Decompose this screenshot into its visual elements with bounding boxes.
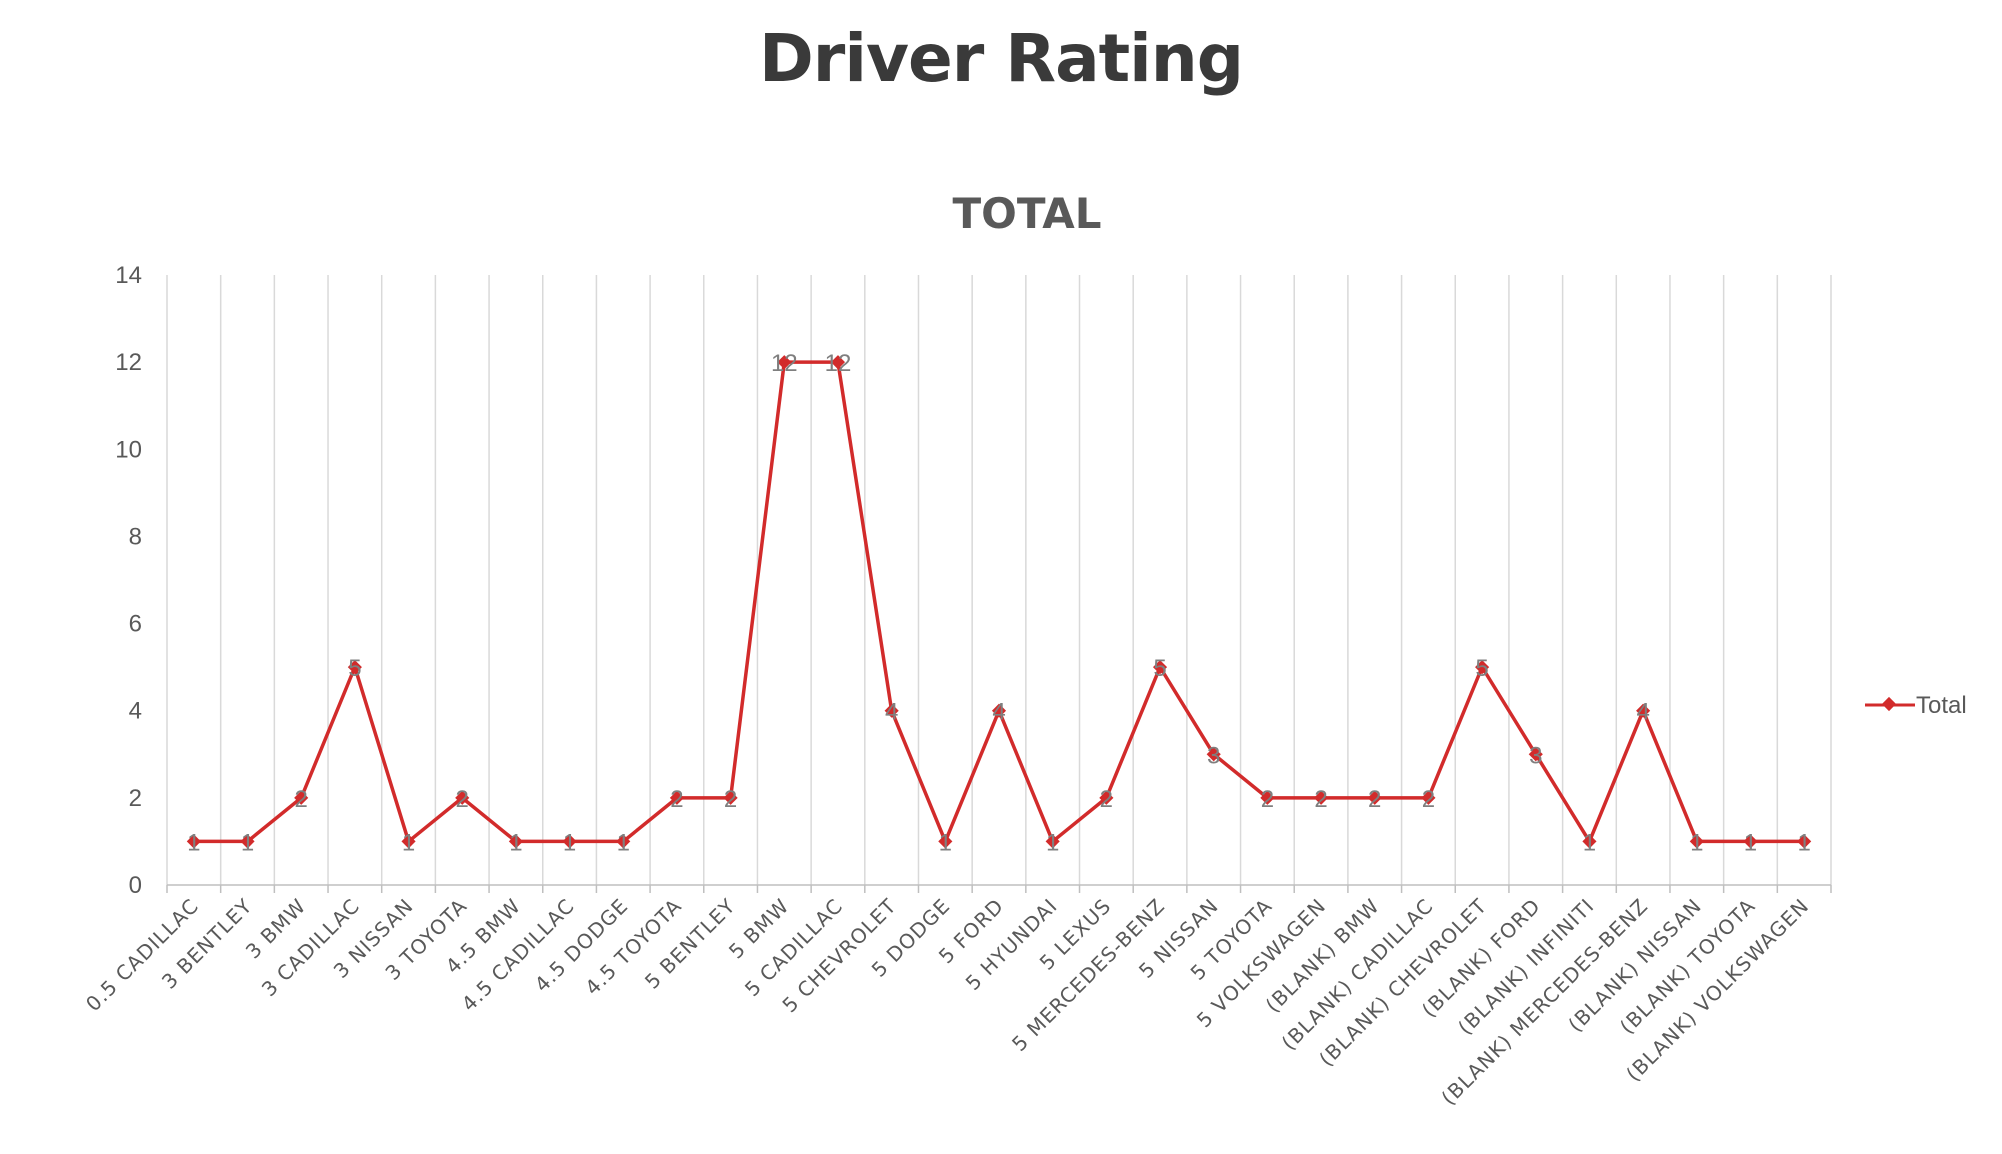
legend-label: Total <box>1916 692 1967 719</box>
data-point[interactable] <box>1797 834 1812 849</box>
data-point[interactable] <box>401 834 416 849</box>
data-point[interactable] <box>991 703 1007 718</box>
data-label: 2 <box>295 786 308 813</box>
data-label: 1 <box>939 829 952 856</box>
data-point[interactable] <box>1689 834 1704 849</box>
data-point[interactable] <box>1743 834 1758 849</box>
y-axis-ticks: 0 2 4 6 8 10 12 14 <box>115 262 142 899</box>
data-point[interactable] <box>723 790 738 805</box>
data-point[interactable] <box>669 790 685 805</box>
data-label: 1 <box>1797 829 1810 856</box>
data-point[interactable] <box>777 355 792 370</box>
data-label: 1 <box>1744 829 1757 856</box>
y-tick-label: 6 <box>129 611 142 638</box>
data-label: 1 <box>563 829 576 856</box>
chart-title: TOTAL <box>952 189 1101 238</box>
data-label: 2 <box>1422 786 1435 813</box>
data-label: 1 <box>617 829 630 856</box>
data-label: 2 <box>670 786 683 813</box>
data-label: 1 <box>1690 829 1703 856</box>
data-point[interactable] <box>347 660 362 675</box>
data-label: 1 <box>1583 829 1596 856</box>
data-label: 2 <box>1368 786 1381 813</box>
data-label: 1 <box>1046 829 1059 856</box>
data-point[interactable] <box>1099 790 1114 805</box>
page-title: Driver Rating <box>758 20 1244 97</box>
data-point[interactable] <box>1528 747 1543 762</box>
y-tick-label: 4 <box>129 698 142 725</box>
y-tick-label: 0 <box>129 872 142 899</box>
data-point[interactable] <box>1421 790 1436 805</box>
data-label: 1 <box>402 829 415 856</box>
data-label: 4 <box>1636 699 1649 726</box>
data-label: 2 <box>724 786 737 813</box>
data-label: 1 <box>241 829 254 856</box>
data-label: 5 <box>1475 655 1488 682</box>
y-tick-label: 10 <box>115 436 142 463</box>
y-tick-label: 12 <box>115 349 142 376</box>
data-point[interactable] <box>240 834 255 849</box>
data-point[interactable] <box>455 790 470 805</box>
data-point[interactable] <box>1260 790 1275 805</box>
data-label: 12 <box>771 350 798 377</box>
data-label: 5 <box>348 655 361 682</box>
legend[interactable]: Total <box>1865 692 1967 719</box>
gridlines <box>166 275 1832 885</box>
data-point[interactable] <box>1636 703 1651 718</box>
data-label: 5 <box>1153 655 1166 682</box>
data-point[interactable] <box>1152 660 1168 675</box>
data-label: 3 <box>1529 742 1542 769</box>
data-label: 4 <box>992 699 1005 726</box>
data-label: 2 <box>1100 786 1113 813</box>
data-point[interactable] <box>1475 660 1490 675</box>
data-point[interactable] <box>186 834 201 849</box>
data-point[interactable] <box>938 834 953 849</box>
data-point[interactable] <box>1206 747 1221 762</box>
data-point[interactable] <box>616 834 631 849</box>
data-label: 12 <box>825 350 852 377</box>
data-label: 2 <box>1261 786 1274 813</box>
data-point[interactable] <box>884 703 899 718</box>
y-tick-label: 2 <box>129 785 142 812</box>
y-tick-label: 8 <box>129 523 142 550</box>
axes <box>166 884 1832 893</box>
data-point[interactable] <box>562 834 577 849</box>
data-label: 1 <box>187 829 200 856</box>
data-point[interactable] <box>1582 834 1597 849</box>
data-point[interactable] <box>1367 790 1382 805</box>
data-point[interactable] <box>294 790 309 805</box>
legend-marker <box>1881 696 1897 712</box>
data-label: 2 <box>1314 786 1327 813</box>
data-label: 3 <box>1207 742 1220 769</box>
data-point[interactable] <box>830 355 846 370</box>
data-label: 2 <box>456 786 469 813</box>
data-label: 4 <box>885 699 898 726</box>
data-point[interactable] <box>1045 834 1060 849</box>
y-tick-label: 14 <box>115 262 142 289</box>
data-point[interactable] <box>1313 790 1329 805</box>
data-label: 1 <box>509 829 522 856</box>
